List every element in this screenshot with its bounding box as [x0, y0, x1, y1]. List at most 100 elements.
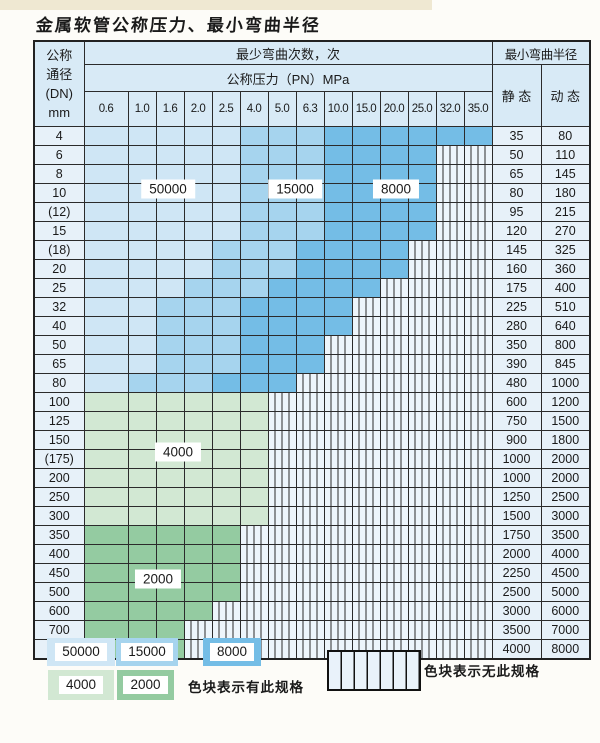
cycle-cell	[407, 411, 437, 431]
cycle-cell	[267, 582, 297, 602]
cycle-cell	[463, 183, 493, 203]
table-row: 40 280 640	[33, 316, 591, 336]
cycle-cell	[211, 411, 241, 431]
cycle-cell	[83, 506, 129, 526]
cycle-cell	[295, 278, 325, 298]
cycle-cell	[183, 506, 213, 526]
cycle-cell	[379, 582, 409, 602]
cycle-cell	[351, 335, 381, 355]
cycle-cell	[379, 430, 409, 450]
cycle-cell	[407, 601, 437, 621]
cycle-cell	[407, 259, 437, 279]
cycle-cell	[127, 544, 157, 564]
cycle-cell	[463, 126, 493, 146]
cycle-cell	[239, 183, 269, 203]
cycle-cell	[323, 392, 353, 412]
dn-cell: 125	[33, 411, 85, 431]
cycle-cell	[407, 620, 437, 640]
static-cell: 65	[491, 164, 542, 184]
cycle-cell	[183, 259, 213, 279]
static-cell: 1250	[491, 487, 542, 507]
cycle-cell	[323, 487, 353, 507]
cycle-cell	[323, 525, 353, 545]
cycle-cell	[435, 430, 465, 450]
dn-cell: 350	[33, 525, 85, 545]
cycle-cell	[351, 525, 381, 545]
cycle-cell	[351, 506, 381, 526]
pressure-col-label: 25.0	[407, 91, 437, 127]
table-row: 25 175 400	[33, 278, 591, 298]
dn-cell: 40	[33, 316, 85, 336]
cycle-cell	[83, 316, 129, 336]
dn-cell: 450	[33, 563, 85, 583]
bend-cycles-header: 最少弯曲次数，次	[83, 40, 493, 65]
legend-swatch: 4000	[48, 670, 114, 700]
cycle-cell	[211, 430, 241, 450]
cycle-cell	[127, 316, 157, 336]
static-cell: 3500	[491, 620, 542, 640]
cycle-cell	[379, 240, 409, 260]
cycle-cell	[127, 449, 157, 469]
no-spec-hatch-box	[327, 650, 421, 691]
dn-header-line: mm	[48, 105, 71, 120]
cycle-cell	[239, 126, 269, 146]
cycle-cell	[295, 506, 325, 526]
cycle-cell	[435, 145, 465, 165]
cycle-cell	[407, 164, 437, 184]
table-row: 250 1250 2500	[33, 487, 591, 507]
cycle-cell	[323, 468, 353, 488]
cycle-cell	[211, 221, 241, 241]
dn-cell: 150	[33, 430, 85, 450]
cycle-cell	[183, 297, 213, 317]
dynamic-cell: 800	[540, 335, 591, 355]
cycle-cell	[435, 392, 465, 412]
cycle-cell	[183, 601, 213, 621]
cycle-cell	[407, 563, 437, 583]
cycle-cell	[239, 449, 269, 469]
cycle-cell	[295, 639, 325, 660]
cycle-cell	[435, 525, 465, 545]
cycle-cell	[83, 601, 129, 621]
table-row: 600 3000 6000	[33, 601, 591, 621]
cycle-cell	[239, 506, 269, 526]
dn-header: 公称 通径 (DN) mm	[33, 40, 85, 127]
cycle-cell	[323, 354, 353, 374]
cycle-cell	[463, 335, 493, 355]
cycle-cell	[183, 544, 213, 564]
static-cell: 120	[491, 221, 542, 241]
cycle-cell	[211, 487, 241, 507]
cycle-cell	[351, 316, 381, 336]
cycle-cell	[211, 126, 241, 146]
cycle-cell	[83, 221, 129, 241]
dynamic-cell: 80	[540, 126, 591, 146]
table-row: 8 65 145	[33, 164, 591, 184]
cycle-cell	[295, 240, 325, 260]
cycle-cell	[351, 145, 381, 165]
cycle-cell	[379, 449, 409, 469]
cycle-cell	[463, 221, 493, 241]
cycle-cell	[211, 316, 241, 336]
dynamic-cell: 3500	[540, 525, 591, 545]
cycle-cell	[127, 145, 157, 165]
cycle-cell	[127, 202, 157, 222]
cycle-cell	[463, 145, 493, 165]
cycle-cell	[267, 126, 297, 146]
pressure-col-label: 15.0	[351, 91, 381, 127]
cycle-cell	[435, 240, 465, 260]
cycle-cell	[267, 449, 297, 469]
pressure-col-label: 0.6	[83, 91, 129, 127]
cycle-cell	[295, 373, 325, 393]
dn-cell: 6	[33, 145, 85, 165]
cycle-cell	[155, 278, 185, 298]
static-cell: 4000	[491, 639, 542, 660]
cycle-cell	[239, 145, 269, 165]
table-row: 50 350 800	[33, 335, 591, 355]
cycle-cell	[379, 487, 409, 507]
cycle-cell	[211, 468, 241, 488]
static-cell: 2250	[491, 563, 542, 583]
cycle-cell	[295, 487, 325, 507]
dn-cell: (12)	[33, 202, 85, 222]
pressure-col-label: 1.0	[127, 91, 157, 127]
cycle-cell	[211, 620, 241, 640]
dynamic-cell: 400	[540, 278, 591, 298]
